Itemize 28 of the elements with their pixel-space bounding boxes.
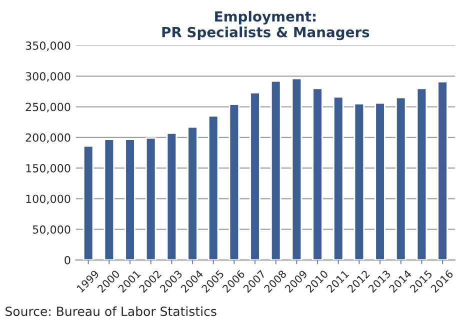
y-tick-label: 0 (64, 256, 70, 264)
y-tick-label: 200,000 (26, 133, 70, 143)
bar (187, 126, 198, 260)
bar (124, 138, 136, 260)
bar (395, 96, 406, 260)
bar (437, 80, 448, 260)
bar (354, 103, 365, 260)
y-tick-label: 300,000 (26, 72, 70, 82)
bar (166, 132, 178, 260)
bar (291, 78, 302, 260)
y-tick-label: 150,000 (26, 164, 70, 174)
bar (312, 88, 323, 260)
y-tick-label: 350,000 (26, 41, 70, 52)
bar (104, 138, 115, 260)
bar (416, 88, 428, 260)
y-tick-label: 50,000 (32, 225, 70, 235)
bar (208, 115, 219, 260)
bar (374, 102, 386, 260)
chart-title: Employment: PR Specialists & Managers (162, 10, 370, 40)
y-tick-label: 100,000 (26, 194, 70, 204)
bar (250, 92, 260, 260)
bar (270, 80, 282, 260)
bar (228, 104, 240, 260)
bar (145, 137, 156, 260)
source-note: Source: Bureau of Labor Statistics (6, 306, 216, 316)
y-tick-label: 250,000 (26, 102, 70, 112)
bar (82, 145, 94, 260)
bar (332, 96, 344, 260)
